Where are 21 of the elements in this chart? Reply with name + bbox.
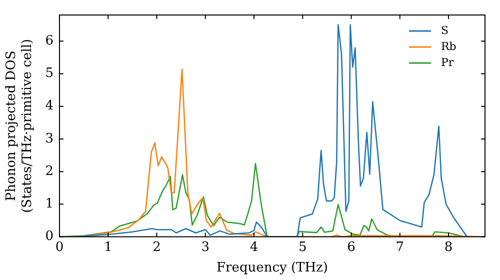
legend-label: Rb — [441, 40, 456, 53]
y-tick-label: 3 — [45, 131, 54, 146]
y-tick-label: 5 — [45, 66, 54, 82]
y-axis-title: Phonon projected DOS (States/THz·primitive cell) — [4, 38, 35, 213]
x-tick-label: 6 — [347, 240, 356, 255]
x-tick-label: 3 — [201, 240, 210, 255]
y-tick-label: 6 — [45, 33, 54, 48]
x-tick-label: 8 — [444, 240, 453, 255]
legend-label: S — [441, 24, 449, 37]
y-tick-label: 0 — [45, 229, 54, 244]
x-tick-label: 0 — [55, 240, 64, 255]
x-tick-label: 7 — [396, 240, 404, 255]
x-tick-label: 4 — [250, 240, 258, 255]
x-tick-label: 2 — [152, 240, 161, 255]
y-tick-label: 2 — [45, 164, 54, 179]
x-tick-label: 1 — [104, 240, 112, 255]
y-tick-label: 1 — [45, 196, 54, 212]
y-tick-label: 4 — [45, 98, 54, 114]
x-axis-title: Frequency (THz) — [216, 260, 328, 276]
x-tick-label: 5 — [298, 240, 307, 255]
legend-label: Pr — [441, 56, 454, 69]
